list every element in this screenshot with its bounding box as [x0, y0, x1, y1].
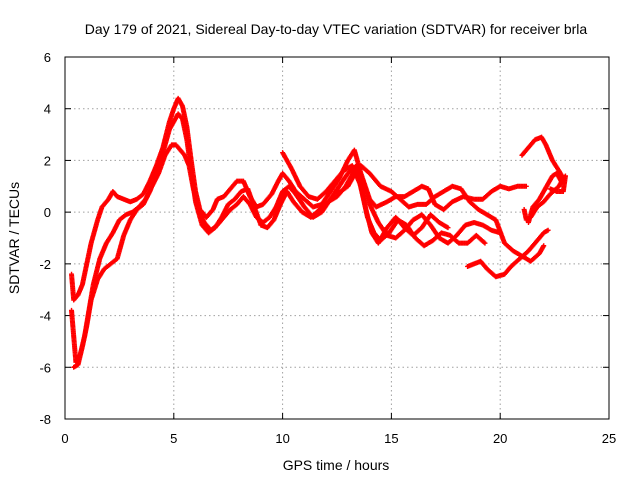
- series-s6: [465, 227, 551, 280]
- series-s7: [519, 134, 566, 223]
- data-point-marker: [445, 225, 451, 231]
- plot-frame: [64, 56, 610, 420]
- axis-ticks: [64, 56, 610, 420]
- y-tick-label: -8: [39, 412, 51, 427]
- x-tick-label: 5: [170, 431, 177, 446]
- data-point-marker: [545, 227, 551, 233]
- x-tick-label: 25: [602, 431, 616, 446]
- series-s4: [280, 150, 451, 246]
- y-tick-label: -2: [39, 257, 51, 272]
- y-tick-label: -4: [39, 309, 51, 324]
- y-tick-label: 4: [44, 102, 51, 117]
- y-tick-label: 2: [44, 153, 51, 168]
- x-axis-label: GPS time / hours: [283, 457, 390, 473]
- x-tick-label: 0: [61, 431, 68, 446]
- data-point-marker: [523, 183, 529, 189]
- tick-labels: 0 5 10 15 20 25 -8 -6 -4 -2 0 2 4 6: [39, 50, 616, 446]
- series-s5: [334, 163, 547, 264]
- grid: [65, 57, 609, 419]
- chart-title: Day 179 of 2021, Sidereal Day-to-day VTE…: [85, 21, 588, 37]
- y-tick-label: 6: [44, 50, 51, 65]
- data-point-marker: [547, 186, 553, 192]
- series-s8: [525, 170, 568, 225]
- y-tick-label: -6: [39, 360, 51, 375]
- x-tick-label: 20: [493, 431, 507, 446]
- data-point-marker: [482, 240, 488, 246]
- y-tick-label: 0: [44, 205, 51, 220]
- data-series: [69, 95, 568, 370]
- data-point-marker: [521, 207, 527, 213]
- data-point-marker: [541, 243, 547, 249]
- x-tick-label: 10: [275, 431, 289, 446]
- series-s3: [71, 111, 488, 370]
- x-tick-label: 15: [384, 431, 398, 446]
- y-axis-label: SDTVAR / TECUs: [6, 182, 22, 294]
